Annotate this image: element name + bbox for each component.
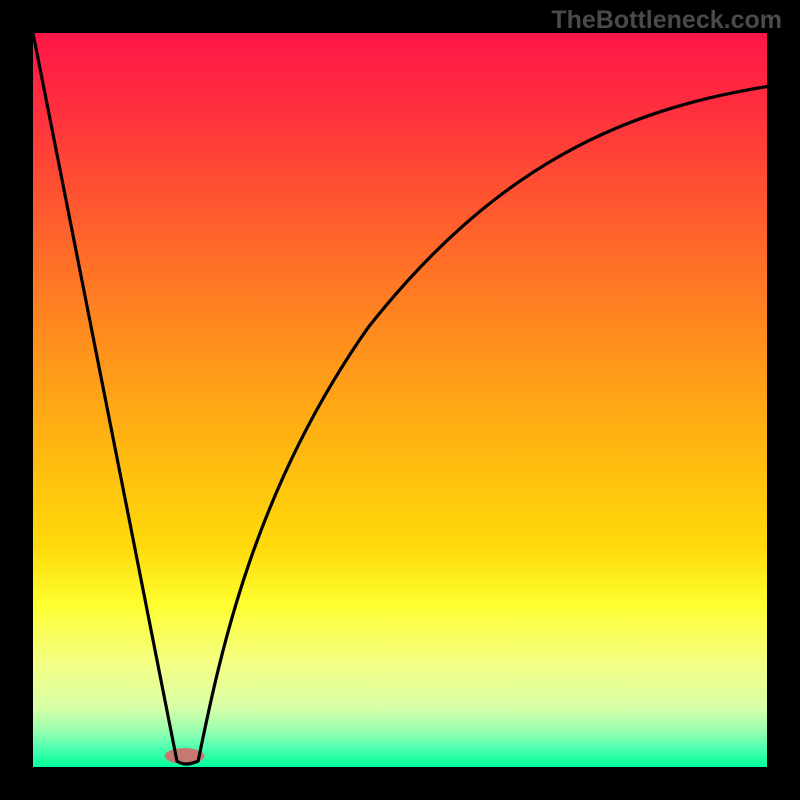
bottleneck-curve bbox=[33, 33, 767, 764]
bottleneck-curve-svg bbox=[33, 33, 767, 767]
plot-area bbox=[33, 33, 767, 767]
watermark-text: TheBottleneck.com bbox=[551, 6, 782, 35]
chart-container: TheBottleneck.com bbox=[0, 0, 800, 800]
